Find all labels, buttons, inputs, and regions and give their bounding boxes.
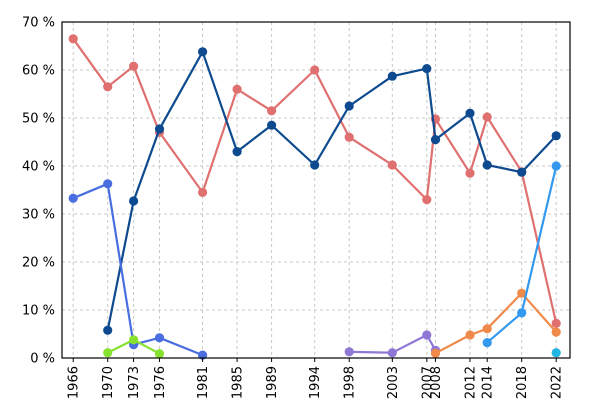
data-point xyxy=(422,195,432,205)
series-line xyxy=(72,182,204,357)
x-tick-label: 1981 xyxy=(196,366,211,399)
y-tick-label: 30 % xyxy=(22,208,55,223)
data-point xyxy=(154,124,165,134)
x-tick-label: 1973 xyxy=(127,366,142,399)
x-tick-label: 1970 xyxy=(101,366,116,399)
data-point xyxy=(430,348,441,358)
y-tick-label: 70 % xyxy=(22,16,55,31)
x-tick-label: 1998 xyxy=(343,366,358,399)
series-line xyxy=(349,333,437,354)
data-point xyxy=(103,348,113,358)
data-point xyxy=(198,187,208,197)
data-point xyxy=(465,330,475,340)
data-point xyxy=(482,324,492,334)
data-point xyxy=(154,333,165,343)
data-point xyxy=(68,193,78,203)
x-tick-label: 2012 xyxy=(463,366,478,399)
x-tick-label: 2014 xyxy=(481,366,496,399)
series-7 xyxy=(482,161,561,348)
x-axis: 1966 1970 1973 1976 1981 1985 1989 1994 1998 2003… xyxy=(67,358,565,399)
data-point xyxy=(387,160,397,170)
series-6 xyxy=(430,288,561,358)
y-axis: 0 % 10 % 20 % 30 % 40 % 50 % 60 % 70 % xyxy=(22,16,55,367)
data-point xyxy=(103,82,113,92)
series-line xyxy=(106,50,557,331)
x-tick-label: 1985 xyxy=(231,366,246,399)
data-point xyxy=(482,338,492,348)
data-point xyxy=(129,61,139,71)
series-1 xyxy=(68,34,561,328)
data-point xyxy=(551,327,561,337)
data-point xyxy=(129,196,139,206)
x-tick-label: 2007 xyxy=(420,366,435,399)
x-tick-label: 1994 xyxy=(308,366,323,399)
data-point xyxy=(551,131,561,141)
data-point xyxy=(344,101,354,111)
data-point xyxy=(551,318,561,328)
y-tick-label: 20 % xyxy=(22,256,55,271)
data-point xyxy=(198,47,208,57)
data-point xyxy=(344,347,354,357)
series-line xyxy=(72,38,558,324)
data-point xyxy=(422,64,432,74)
x-tick-label: 2018 xyxy=(515,366,530,399)
data-point xyxy=(103,325,113,335)
x-tick-label: 2022 xyxy=(550,366,565,399)
data-point xyxy=(517,288,527,298)
data-point xyxy=(344,132,354,142)
data-point xyxy=(465,108,475,118)
data-point xyxy=(430,135,441,145)
data-point xyxy=(129,335,139,345)
data-point xyxy=(551,348,561,358)
series-3 xyxy=(68,179,208,360)
y-tick-label: 0 % xyxy=(30,352,55,367)
x-tick-label: 2008 xyxy=(429,366,444,399)
data-point xyxy=(267,106,277,116)
series-2 xyxy=(103,47,561,335)
data-point xyxy=(232,147,242,157)
series-8 xyxy=(551,348,561,358)
y-tick-label: 60 % xyxy=(22,64,55,79)
y-tick-label: 10 % xyxy=(22,304,55,319)
y-tick-label: 50 % xyxy=(22,112,55,127)
data-point xyxy=(517,308,527,318)
data-point xyxy=(387,348,397,358)
data-point xyxy=(465,168,475,178)
series-group xyxy=(68,34,561,360)
data-point xyxy=(267,120,277,130)
series-4 xyxy=(103,335,165,359)
data-point xyxy=(103,179,113,189)
data-point xyxy=(482,160,492,170)
plot-area-border xyxy=(61,21,571,359)
x-tick-label: 1989 xyxy=(265,366,280,399)
data-point xyxy=(68,34,78,44)
data-point xyxy=(517,167,527,177)
x-tick-label: 1976 xyxy=(153,366,168,399)
data-point xyxy=(482,112,492,122)
data-point xyxy=(310,160,320,170)
data-point xyxy=(551,161,561,171)
y-tick-label: 40 % xyxy=(22,160,55,175)
data-point xyxy=(310,65,320,75)
x-tick-label: 2003 xyxy=(386,366,401,399)
series-line xyxy=(434,292,558,355)
data-point xyxy=(387,71,397,81)
data-point xyxy=(154,349,165,359)
x-tick-label: 1966 xyxy=(67,366,82,399)
data-point xyxy=(232,84,242,94)
data-point xyxy=(422,330,432,340)
